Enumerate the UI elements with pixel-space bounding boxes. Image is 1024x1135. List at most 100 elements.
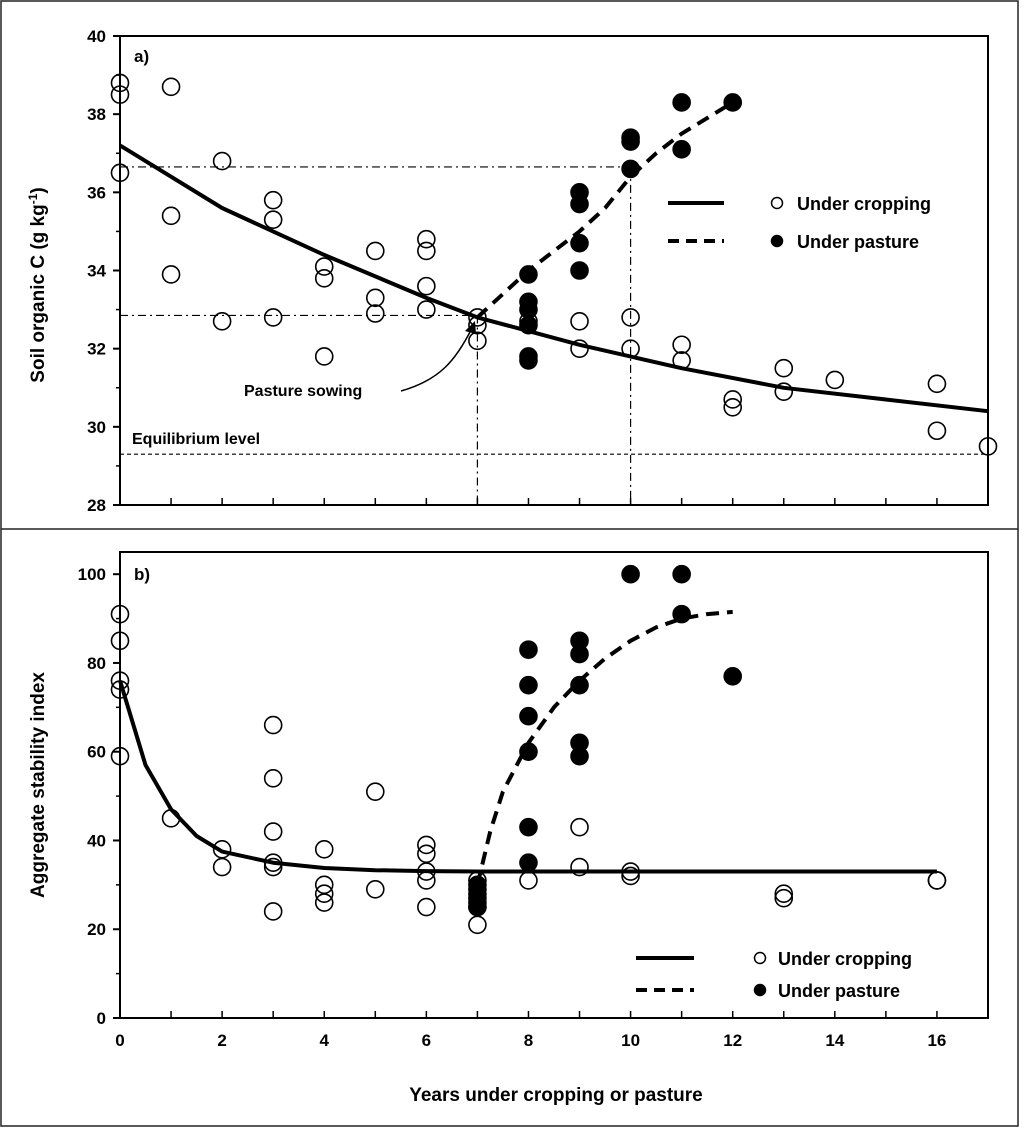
b-pasture-point: [519, 742, 538, 762]
a-cropping-point: [263, 308, 283, 327]
b-pasture-point: [570, 746, 589, 766]
panel-b-ylabel: Aggregate stability index: [28, 672, 49, 898]
panel-a-ylabel: Soil organic C (g kg-1): [26, 187, 49, 382]
b-curve-cropping: [118, 680, 937, 874]
b-pasture-point: [672, 604, 691, 624]
a-cropping-point: [468, 308, 487, 327]
legend-a-cropping-label: Under cropping: [797, 194, 931, 214]
a-cropping-point: [621, 308, 640, 327]
b-cropping-point: [263, 902, 283, 921]
a-cropping-point: [723, 397, 743, 417]
b-cropping-point: [621, 862, 640, 881]
b-cropping-point: [212, 857, 232, 877]
b-pasture-point: [672, 564, 691, 584]
b-pasture-point: [519, 853, 538, 872]
a-pasture-point: [519, 265, 538, 284]
pasture-sowing-label: Pasture sowing: [244, 383, 362, 400]
a-pasture-point: [672, 93, 691, 112]
b-xtick-label: 4: [320, 1031, 330, 1050]
a-cropping-point: [110, 163, 130, 183]
a-pasture-point: [723, 93, 743, 112]
b-cropping-point: [468, 915, 487, 935]
a-cropping-point: [927, 421, 947, 441]
a-pasture-point: [570, 233, 589, 253]
b-cropping-point: [365, 879, 385, 899]
panel-b-plot-frame: [119, 551, 989, 1019]
a-ytick-label: 32: [87, 340, 106, 359]
panel-a-y-axis: 28 30 32 34 36 38 40: [87, 27, 120, 515]
b-ytick-label: 80: [87, 654, 106, 673]
panel-a-fit-curves: [118, 100, 989, 414]
a-cropping-point: [825, 370, 845, 390]
b-xtick-label: 8: [524, 1031, 533, 1050]
b-pasture-point: [468, 897, 487, 917]
b-ytick-label: 0: [97, 1009, 106, 1028]
a-pasture-point: [519, 300, 538, 319]
b-xtick-label: 10: [621, 1031, 640, 1050]
b-xtick-label: 12: [723, 1031, 742, 1050]
a-cropping-point: [314, 347, 334, 366]
a-cropping-point: [927, 374, 947, 394]
b-cropping-point: [263, 822, 283, 841]
a-cropping-point: [365, 288, 385, 308]
a-pasture-point: [672, 140, 691, 159]
b-curve-pasture: [475, 609, 733, 886]
b-cropping-point: [927, 871, 947, 890]
b-cropping-point: [110, 746, 130, 766]
legend-b-pasture-label: Under pasture: [778, 981, 900, 1001]
b-ytick-label: 20: [87, 920, 106, 939]
a-cropping-point: [314, 257, 334, 276]
b-ytick-label: 40: [87, 831, 106, 850]
a-cropping-point: [723, 390, 743, 409]
b-cropping-point: [110, 604, 130, 624]
a-cropping-point: [417, 229, 436, 249]
panel-b-label: b): [134, 565, 150, 584]
b-pasture-point: [723, 666, 743, 686]
a-cropping-point: [774, 358, 794, 378]
a-cropping-point: [161, 77, 181, 97]
b-pasture-point: [519, 817, 538, 837]
b-cropping-point: [621, 866, 640, 886]
b-pasture-point: [570, 644, 589, 664]
pasture-sowing-arrow-line: [400, 327, 473, 392]
a-cropping-point: [978, 437, 998, 456]
b-xtick-label: 2: [217, 1031, 226, 1050]
a-ytick-label: 30: [87, 418, 106, 437]
equilibrium-level-label: Equilibrium level: [132, 431, 260, 448]
legend-b-cropping-marker: [753, 951, 767, 965]
a-ytick-label: 40: [87, 27, 106, 46]
b-cropping-point: [110, 671, 130, 691]
a-pasture-point: [621, 132, 640, 151]
legend-a-pasture-marker: [770, 234, 784, 248]
a-pasture-point: [519, 351, 538, 370]
x-axis-label: Years under cropping or pasture: [409, 1085, 703, 1106]
b-ytick-label: 100: [78, 565, 106, 584]
legend-a-pasture-label: Under pasture: [797, 232, 919, 252]
panel-a-x-axis: [119, 498, 989, 505]
a-cropping-point: [468, 331, 487, 351]
panel-b-x-axis: 0 2 4 6 8 10 12 14 16: [115, 1011, 989, 1050]
b-cropping-point: [314, 893, 334, 912]
a-cropping-point: [774, 382, 794, 401]
a-cropping-point: [417, 276, 436, 296]
b-cropping-point: [417, 844, 436, 864]
b-cropping-point: [263, 853, 283, 872]
b-pasture-point: [519, 706, 538, 726]
legend-a-cropping-marker: [770, 196, 784, 210]
a-pasture-point: [519, 315, 538, 335]
b-cropping-point: [110, 631, 130, 651]
legend-b-pasture-marker: [753, 983, 767, 997]
a-curve-pasture: [476, 100, 734, 319]
a-ytick-label: 28: [87, 496, 106, 515]
a-pasture-point: [570, 194, 589, 214]
a-pasture-point: [570, 261, 589, 280]
a-cropping-point: [110, 73, 130, 93]
panel-b-legend: Under cropping Under pasture: [636, 949, 912, 1001]
legend-b-cropping-label: Under cropping: [778, 949, 912, 969]
pasture-sowing-arrowhead: [465, 321, 476, 334]
b-cropping-point: [417, 871, 436, 890]
b-cropping-point: [417, 835, 436, 855]
b-xtick-label: 16: [927, 1031, 946, 1050]
b-cropping-point: [774, 888, 794, 908]
